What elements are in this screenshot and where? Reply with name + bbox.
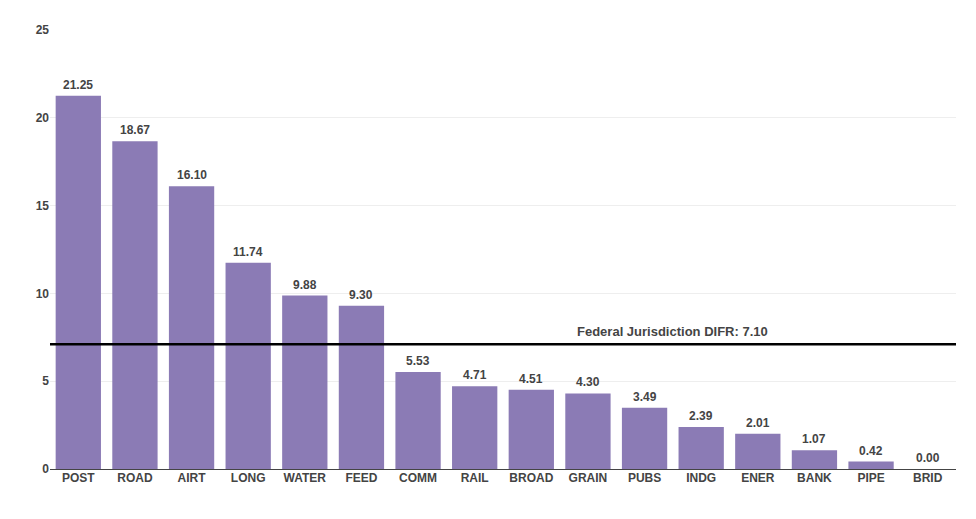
svg-text:RAIL: RAIL: [461, 471, 489, 485]
svg-text:POST: POST: [62, 471, 95, 485]
svg-text:20: 20: [36, 111, 50, 125]
svg-text:25: 25: [36, 23, 50, 37]
svg-text:PUBS: PUBS: [628, 471, 661, 485]
svg-text:WATER: WATER: [284, 471, 327, 485]
svg-text:3.49: 3.49: [633, 390, 657, 404]
svg-text:4.51: 4.51: [519, 372, 543, 386]
svg-text:ROAD: ROAD: [117, 471, 153, 485]
svg-text:0.42: 0.42: [859, 444, 883, 458]
svg-text:COMM: COMM: [399, 471, 437, 485]
svg-text:BROAD: BROAD: [509, 471, 553, 485]
svg-text:16.10: 16.10: [177, 168, 207, 182]
svg-text:9.88: 9.88: [293, 278, 317, 292]
svg-text:GRAIN: GRAIN: [569, 471, 608, 485]
svg-text:PIPE: PIPE: [857, 471, 884, 485]
svg-text:4.30: 4.30: [576, 375, 600, 389]
svg-text:21.25: 21.25: [63, 78, 93, 92]
svg-text:5: 5: [42, 374, 49, 388]
svg-text:0.00: 0.00: [916, 451, 940, 465]
svg-text:2.01: 2.01: [746, 416, 770, 430]
svg-text:15: 15: [36, 199, 50, 213]
svg-text:BRID: BRID: [913, 471, 943, 485]
svg-text:0: 0: [42, 462, 49, 476]
svg-text:11.74: 11.74: [233, 245, 263, 259]
svg-text:INDG: INDG: [686, 471, 716, 485]
svg-text:BANK: BANK: [797, 471, 832, 485]
svg-text:Federal Jurisdiction DIFR: 7.1: Federal Jurisdiction DIFR: 7.10: [577, 324, 768, 339]
svg-text:9.30: 9.30: [349, 288, 373, 302]
svg-text:5.53: 5.53: [406, 354, 430, 368]
svg-text:FEED: FEED: [345, 471, 377, 485]
svg-text:18.67: 18.67: [120, 123, 150, 137]
svg-text:AIRT: AIRT: [178, 471, 207, 485]
svg-text:1.07: 1.07: [802, 432, 826, 446]
svg-text:ENER: ENER: [741, 471, 775, 485]
svg-text:4.71: 4.71: [463, 368, 487, 382]
svg-text:10: 10: [36, 287, 50, 301]
svg-text:LONG: LONG: [231, 471, 266, 485]
svg-text:2.39: 2.39: [689, 409, 713, 423]
